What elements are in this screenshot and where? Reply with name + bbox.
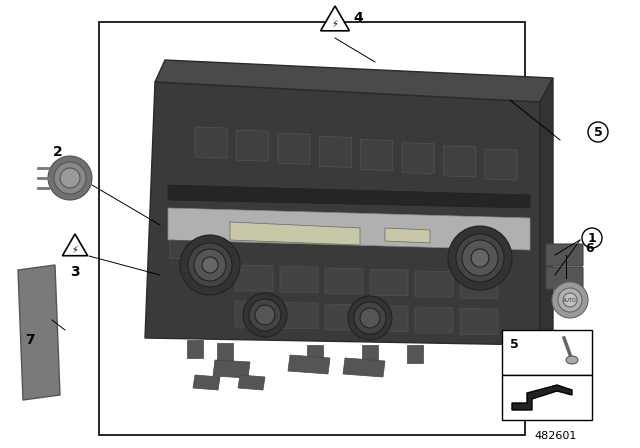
Circle shape (202, 257, 218, 273)
Bar (187, 340, 203, 358)
Polygon shape (325, 304, 363, 330)
Polygon shape (319, 137, 351, 168)
Polygon shape (236, 130, 268, 161)
Circle shape (48, 156, 92, 200)
Polygon shape (195, 127, 227, 158)
Polygon shape (213, 360, 250, 378)
Polygon shape (288, 355, 330, 374)
Circle shape (348, 296, 392, 340)
Circle shape (249, 299, 281, 331)
Polygon shape (460, 309, 498, 335)
Circle shape (194, 249, 226, 281)
Text: 482601: 482601 (535, 431, 577, 441)
Polygon shape (235, 301, 273, 327)
Circle shape (582, 228, 602, 248)
Polygon shape (361, 140, 393, 171)
Polygon shape (238, 375, 265, 390)
Text: 3: 3 (70, 265, 80, 279)
Text: 7: 7 (25, 333, 35, 347)
Bar (502, 330, 592, 375)
Circle shape (456, 234, 504, 282)
Polygon shape (280, 302, 318, 328)
Polygon shape (460, 272, 498, 298)
Bar (362, 345, 378, 363)
Circle shape (354, 302, 386, 334)
Polygon shape (485, 149, 517, 180)
Circle shape (60, 168, 80, 188)
Polygon shape (193, 375, 220, 390)
Polygon shape (278, 134, 310, 164)
Polygon shape (280, 267, 318, 293)
Circle shape (462, 240, 498, 276)
FancyBboxPatch shape (546, 267, 583, 289)
Polygon shape (235, 265, 273, 291)
Polygon shape (370, 270, 408, 296)
Ellipse shape (566, 356, 578, 364)
Polygon shape (415, 307, 453, 333)
Polygon shape (155, 60, 553, 102)
Bar (407, 345, 423, 363)
Polygon shape (18, 265, 60, 400)
Polygon shape (230, 222, 360, 245)
Polygon shape (321, 6, 349, 31)
Circle shape (558, 288, 582, 312)
Circle shape (54, 162, 86, 194)
Text: 1: 1 (588, 232, 596, 245)
Circle shape (448, 226, 512, 290)
Circle shape (243, 293, 287, 337)
Polygon shape (170, 240, 215, 260)
Circle shape (360, 308, 380, 328)
Circle shape (188, 243, 232, 287)
Text: 5: 5 (509, 337, 518, 350)
Circle shape (588, 122, 608, 142)
Polygon shape (540, 78, 553, 345)
Bar (99, 22, 525, 435)
Text: 2: 2 (53, 145, 63, 159)
Polygon shape (385, 228, 430, 243)
Text: 5: 5 (594, 125, 602, 138)
Polygon shape (402, 143, 434, 174)
Polygon shape (168, 185, 530, 208)
Polygon shape (168, 208, 530, 250)
Circle shape (563, 293, 577, 307)
Polygon shape (512, 385, 572, 410)
Bar (217, 343, 233, 361)
Polygon shape (370, 306, 408, 332)
Circle shape (180, 235, 240, 295)
Polygon shape (415, 271, 453, 297)
Circle shape (471, 249, 489, 267)
Bar (307, 345, 323, 363)
Text: ⚡: ⚡ (72, 245, 79, 254)
Circle shape (255, 305, 275, 325)
Circle shape (552, 282, 588, 318)
Text: 6: 6 (586, 241, 595, 254)
FancyBboxPatch shape (546, 244, 583, 266)
Polygon shape (325, 268, 363, 294)
Text: ⚡: ⚡ (332, 19, 339, 29)
Text: AUTO: AUTO (563, 297, 577, 302)
Text: 4: 4 (353, 11, 363, 25)
Polygon shape (145, 82, 540, 345)
Polygon shape (63, 234, 88, 256)
Polygon shape (444, 146, 476, 177)
Bar (502, 375, 592, 420)
Polygon shape (343, 358, 385, 377)
